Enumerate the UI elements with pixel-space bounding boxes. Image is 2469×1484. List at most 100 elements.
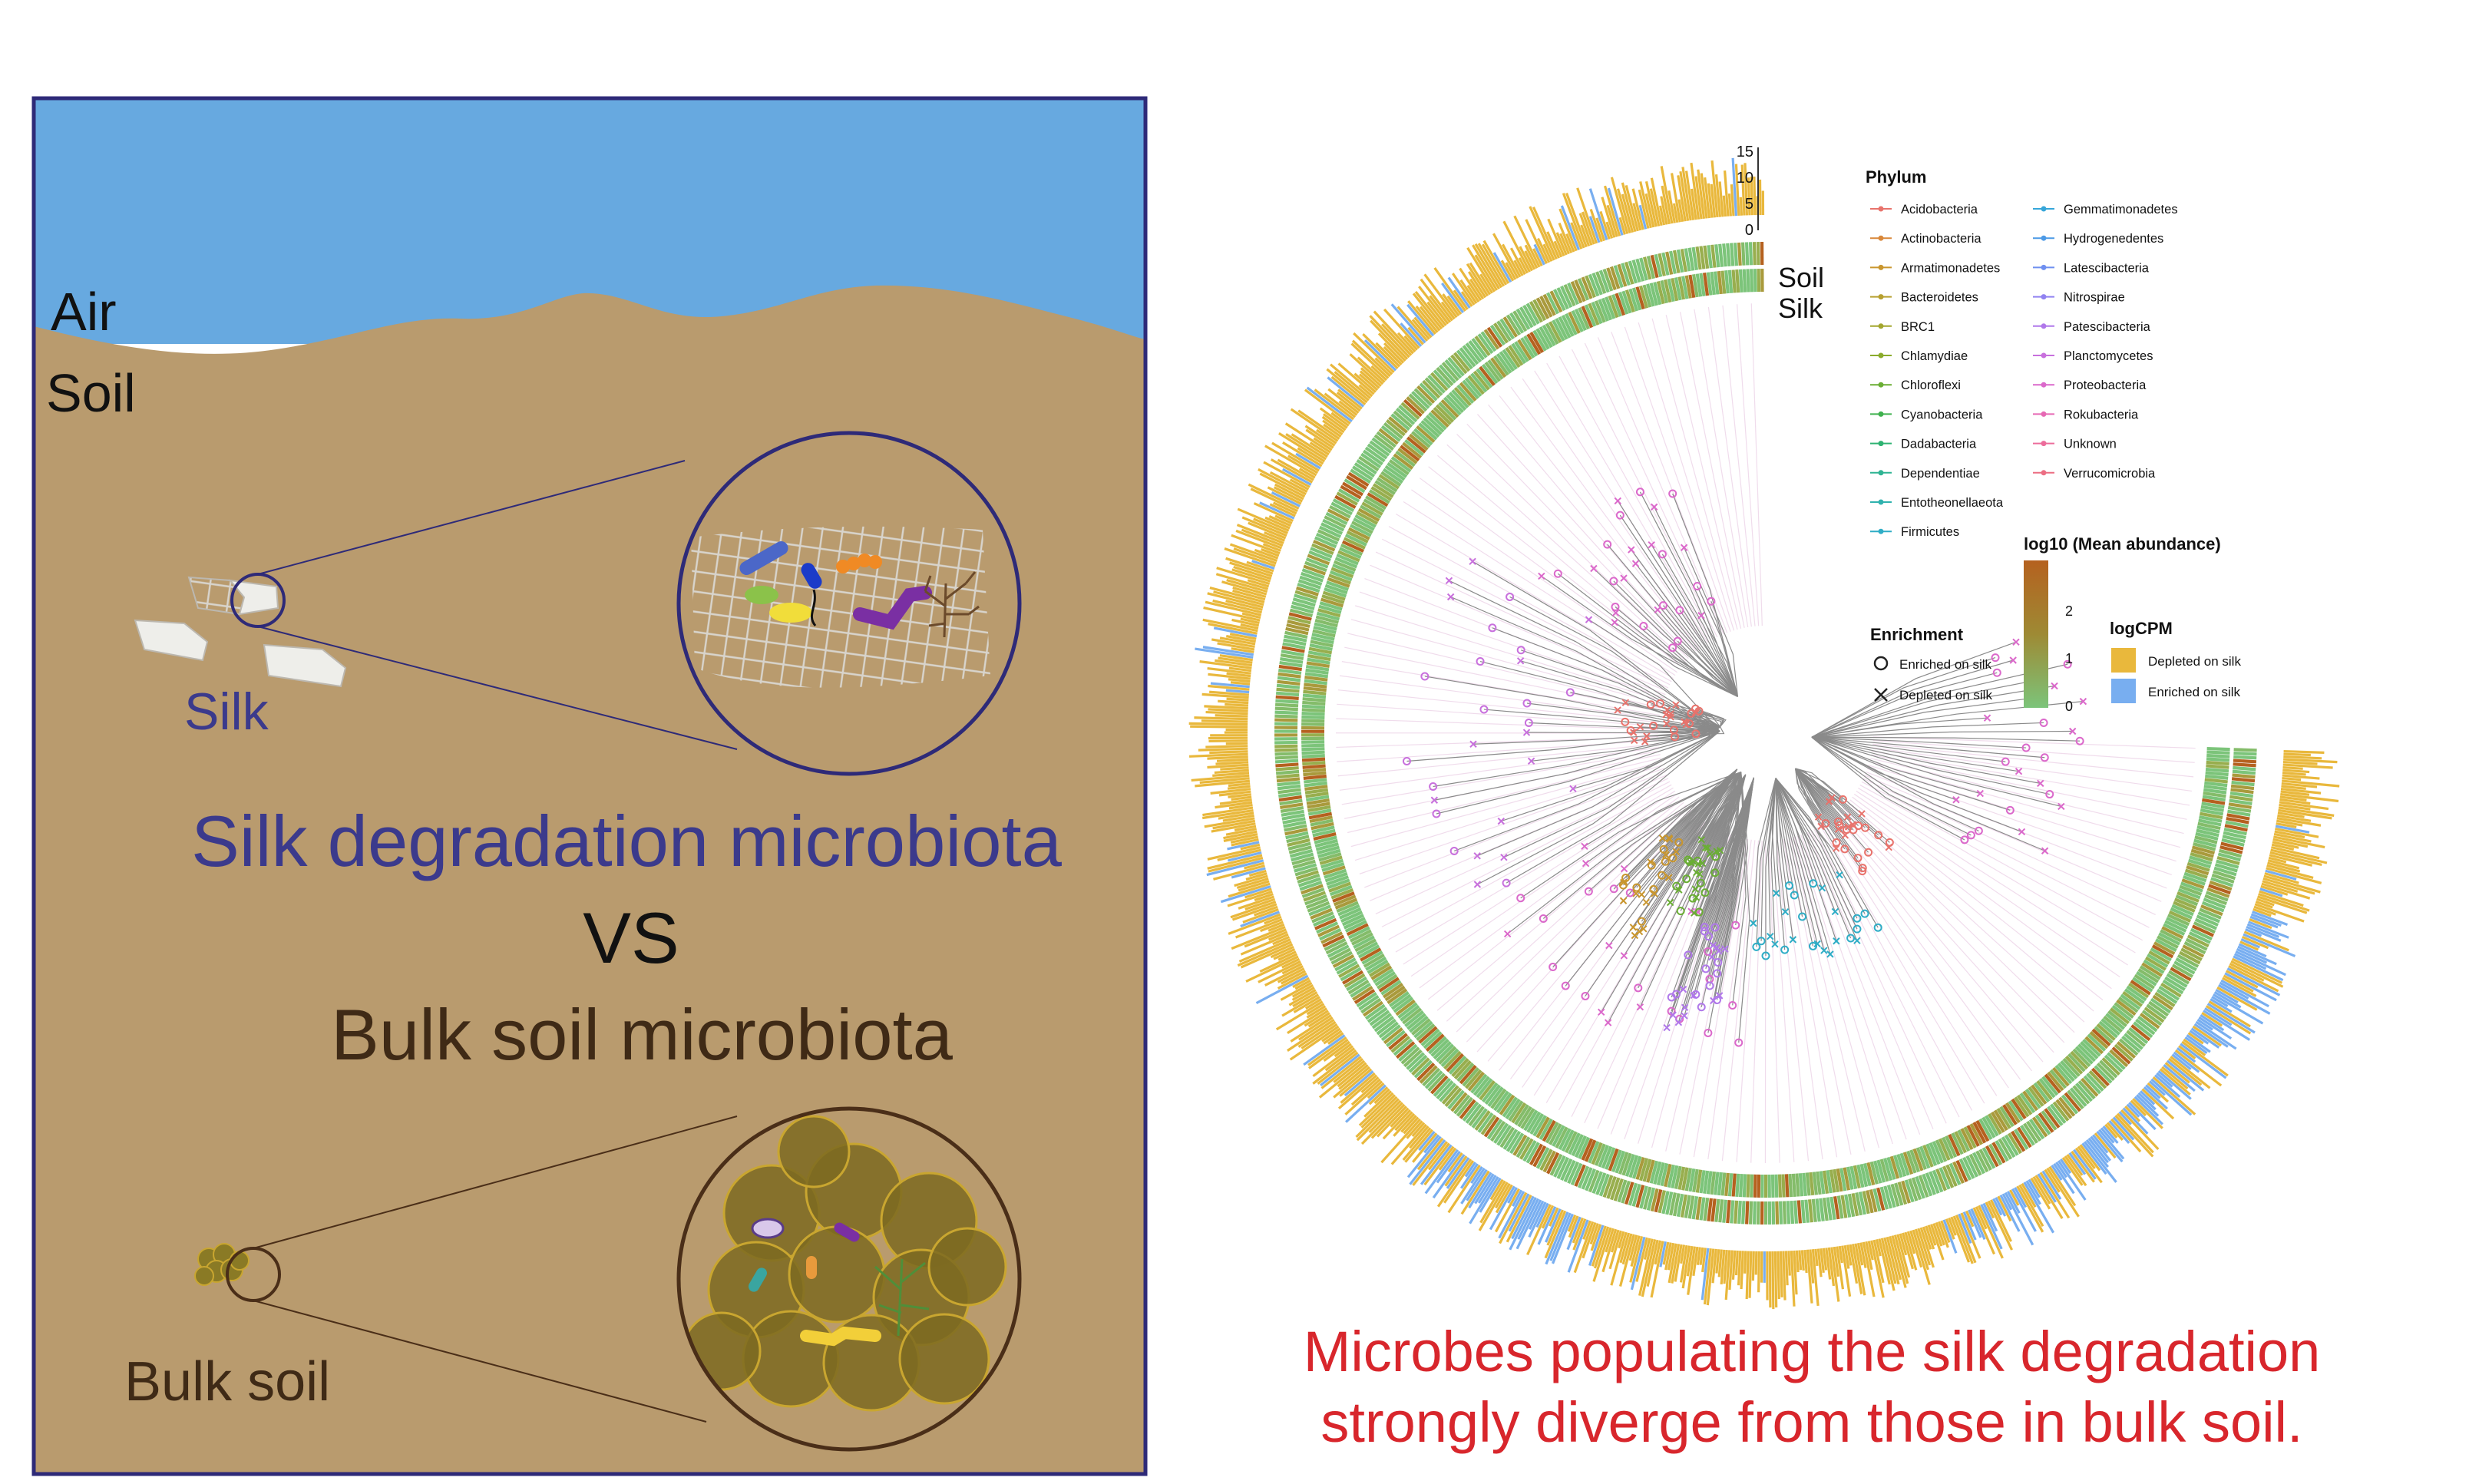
logcpm-bar [2282,765,2303,770]
logcpm-bar [1206,859,1264,877]
phylum-legend-item: Patescibacteria [2033,320,2151,334]
logcpm-bar [1375,342,1401,368]
logcpm-bar [1605,1228,1615,1253]
logcpm-bar [1205,710,1248,716]
logcpm-bar [1899,1233,1908,1256]
phylum-legend-label: Nitrospirae [2064,291,2125,305]
logcpm-bar [1589,208,1603,243]
logcpm-bar [1358,373,1379,392]
logcpm-bar [1233,547,1277,565]
logcpm-bar [1862,1241,1876,1297]
logcpm-bar [1244,928,1287,948]
logcpm-bar [1558,222,1573,253]
logcpm-bar [1306,386,1353,423]
logcpm-bar [1902,1232,1914,1270]
enrichment-item-label: Depleted on silk [1899,688,1992,702]
logcpm-bar [1205,745,1248,749]
logcpm-bar [1225,689,1250,694]
logcpm-bar [1224,547,1276,567]
logcpm-bar [1277,950,1297,961]
logcpm-bar [2203,1010,2251,1041]
logcpm-bar [1800,1250,1805,1271]
logcpm-bar [1320,1056,1362,1089]
logcpm-bar [1213,626,1258,638]
logcpm-bar [1234,874,1268,887]
logcpm-bar [2263,874,2321,894]
logcpm-bar [1838,1245,1843,1264]
logcpm-bar [1750,176,1754,216]
logcpm-bar [1529,206,1555,261]
logcpm-bar [1231,925,1286,950]
logcpm-bar [2279,798,2311,805]
logcpm-bar [1740,1251,1744,1290]
logcpm-bar [1420,278,1453,322]
logcpm-bar [1432,1154,1466,1199]
logcpm-bar [1381,323,1413,356]
logcpm-bar [1466,246,1496,293]
logcpm-bar [2009,1189,2020,1206]
logcpm-bar [2134,1096,2164,1125]
enrichment-item-label: Enriched on silk [1899,657,1992,672]
logcpm-bar [2216,986,2258,1011]
logcpm-bar [2277,814,2312,822]
logcpm-bar [1568,1215,1579,1238]
logcpm-bar [1203,606,1261,622]
logcpm-bar [1630,1236,1646,1291]
phylum-legend-item: Planctomycetes [2033,349,2153,363]
logcpm-bar [1411,319,1430,340]
logcpm-bar [1258,960,1301,983]
logcpm-bar [2213,993,2264,1025]
logcpm-bar [1415,306,1439,333]
logcpm-bar [1618,1234,1635,1287]
logcpm-bar [1552,1213,1574,1264]
logcpm-bar [1525,219,1548,264]
logcpm-bar [1492,252,1512,283]
phylum-legend-label: Gemmatimonadetes [2064,203,2178,216]
logcpm-bar [2079,1144,2101,1172]
logcpm-bar [1667,1243,1677,1284]
logcpm-bar [1513,215,1541,268]
logcpm-bar [1229,561,1273,577]
logcpm-bar [1216,567,1271,586]
logcpm-bar [1383,308,1420,349]
logcpm-bar [1345,1084,1387,1123]
logcpm-bar [1208,856,1264,873]
logcpm-bar [1270,458,1314,484]
logcpm-bar [2004,1191,2034,1246]
logcpm-bar [1526,1204,1552,1256]
logcpm-bar [1227,890,1273,907]
logcpm-bar [1226,697,1249,702]
logcpm-bar [1229,543,1277,563]
logcpm-bar [1701,1248,1707,1273]
logcpm-bar [1220,766,1249,771]
phylum-legend-label: Rokubacteria [2064,408,2139,421]
logcpm-bar [1679,1244,1688,1283]
logcpm-bar [1195,647,1254,659]
logcpm-bar [1380,1118,1422,1164]
logcpm-bar [2258,892,2310,912]
logcpm-bar [1353,332,1395,374]
logcpm-bar [1545,1211,1569,1265]
logcpm-bar [1662,1241,1670,1265]
logcpm-bar [1995,1197,2007,1217]
logcpm-bar [2276,822,2297,828]
logcpm-bar [1231,795,1252,801]
logcpm-bar [2281,785,2306,790]
logcpm-bar [1225,702,1249,707]
ring-label-soil: Soil [1778,262,1824,293]
logcpm-bar [1681,167,1692,221]
logcpm-bar [1639,181,1652,229]
logcpm-bar [2074,1147,2103,1184]
logcpm-bar [2246,923,2280,938]
logcpm-bar [2071,1150,2095,1183]
logcpm-bar [1240,623,1259,630]
bulk-soil-zoom-view [676,1106,1022,1452]
logcpm-bar [1553,240,1563,258]
logcpm-bar [1740,164,1746,216]
logcpm-legend-title: logCPM [2110,619,2173,638]
logcpm-bar [2041,1170,2062,1200]
logcpm-bar [1980,1204,2003,1250]
logcpm-bar [1734,1250,1739,1276]
logcpm-bar [1906,1231,1916,1254]
logcpm-bar [1932,1223,1943,1247]
